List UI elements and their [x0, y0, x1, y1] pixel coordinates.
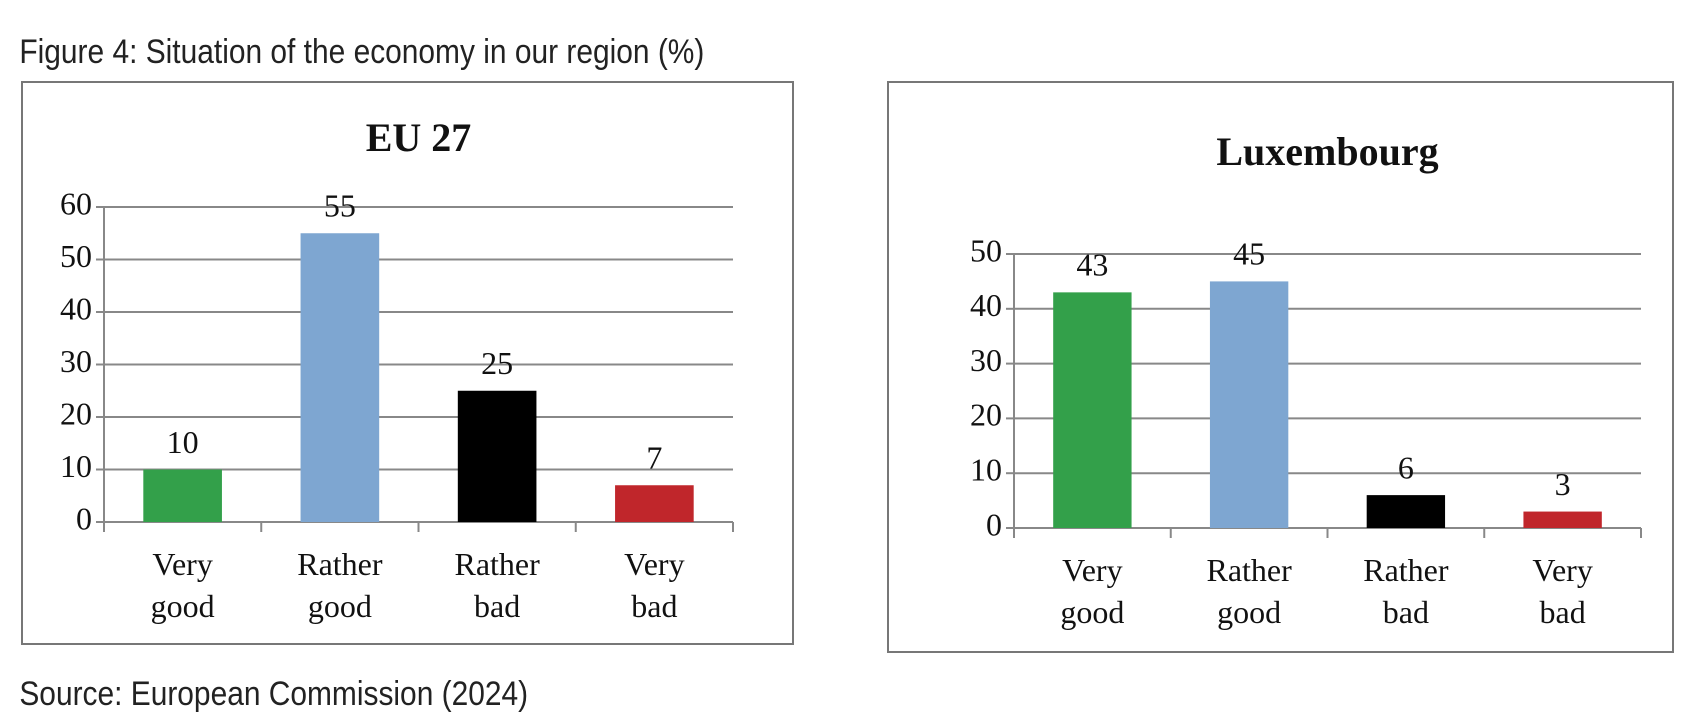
source: Source: European Commission (2024) — [19, 674, 528, 712]
data-label: 43 — [1076, 247, 1108, 283]
data-label: 6 — [1398, 449, 1414, 485]
x-tick-label: Very good — [150, 546, 215, 624]
data-label: 45 — [1233, 236, 1265, 272]
y-tick-label: 10 — [60, 448, 92, 484]
y-tick-label: 30 — [60, 343, 92, 379]
x-label-box: Rather bad — [454, 546, 540, 624]
data-label: 55 — [324, 188, 356, 224]
x-label-box: Rather good — [297, 546, 383, 624]
y-tick-label: 40 — [60, 290, 92, 326]
bar — [143, 469, 222, 522]
x-tick-label: Very bad — [1532, 552, 1593, 630]
figure-title: Figure 4: Situation of the economy in ou… — [19, 32, 704, 70]
data-label: 25 — [481, 345, 513, 381]
y-tick-label: 0 — [76, 500, 92, 536]
bar — [1053, 292, 1132, 528]
data-label: 7 — [646, 440, 662, 476]
x-tick-label: Very good — [1060, 552, 1125, 630]
x-label-box: Rather bad — [1363, 552, 1449, 630]
x-tick-label: Rather good — [297, 546, 383, 624]
data-label: 3 — [1555, 466, 1571, 502]
y-tick-label: 50 — [60, 238, 92, 274]
y-tick-label: 0 — [986, 506, 1002, 542]
bar — [1366, 495, 1446, 528]
y-tick-label: 20 — [970, 397, 1002, 433]
x-tick-label: Rather bad — [1363, 552, 1449, 630]
data-label: 10 — [167, 424, 199, 460]
y-tick-label: 20 — [60, 395, 92, 431]
x-label-box: Very bad — [1532, 552, 1593, 630]
x-label-box: Very good — [150, 546, 215, 624]
chart-frame — [887, 81, 1674, 653]
bar — [1523, 511, 1602, 528]
x-label-box: Very good — [1060, 552, 1125, 630]
chart-frame — [21, 81, 794, 645]
x-tick-label: Very bad — [624, 546, 685, 624]
x-label-box: Very bad — [624, 546, 685, 624]
chart-title: Luxembourg — [1216, 129, 1438, 174]
y-tick-label: 40 — [970, 287, 1002, 323]
y-tick-label: 60 — [60, 185, 92, 221]
y-tick-label: 30 — [970, 342, 1002, 378]
x-tick-label: Rather good — [1206, 552, 1292, 630]
x-label-box: Rather good — [1206, 552, 1292, 630]
y-tick-label: 50 — [970, 232, 1002, 268]
y-tick-label: 10 — [970, 452, 1002, 488]
x-tick-label: Rather bad — [454, 546, 540, 624]
bar — [1209, 281, 1289, 528]
chart-title: EU 27 — [366, 115, 472, 160]
bar — [300, 233, 380, 522]
bar — [457, 390, 537, 522]
bar — [615, 485, 694, 522]
